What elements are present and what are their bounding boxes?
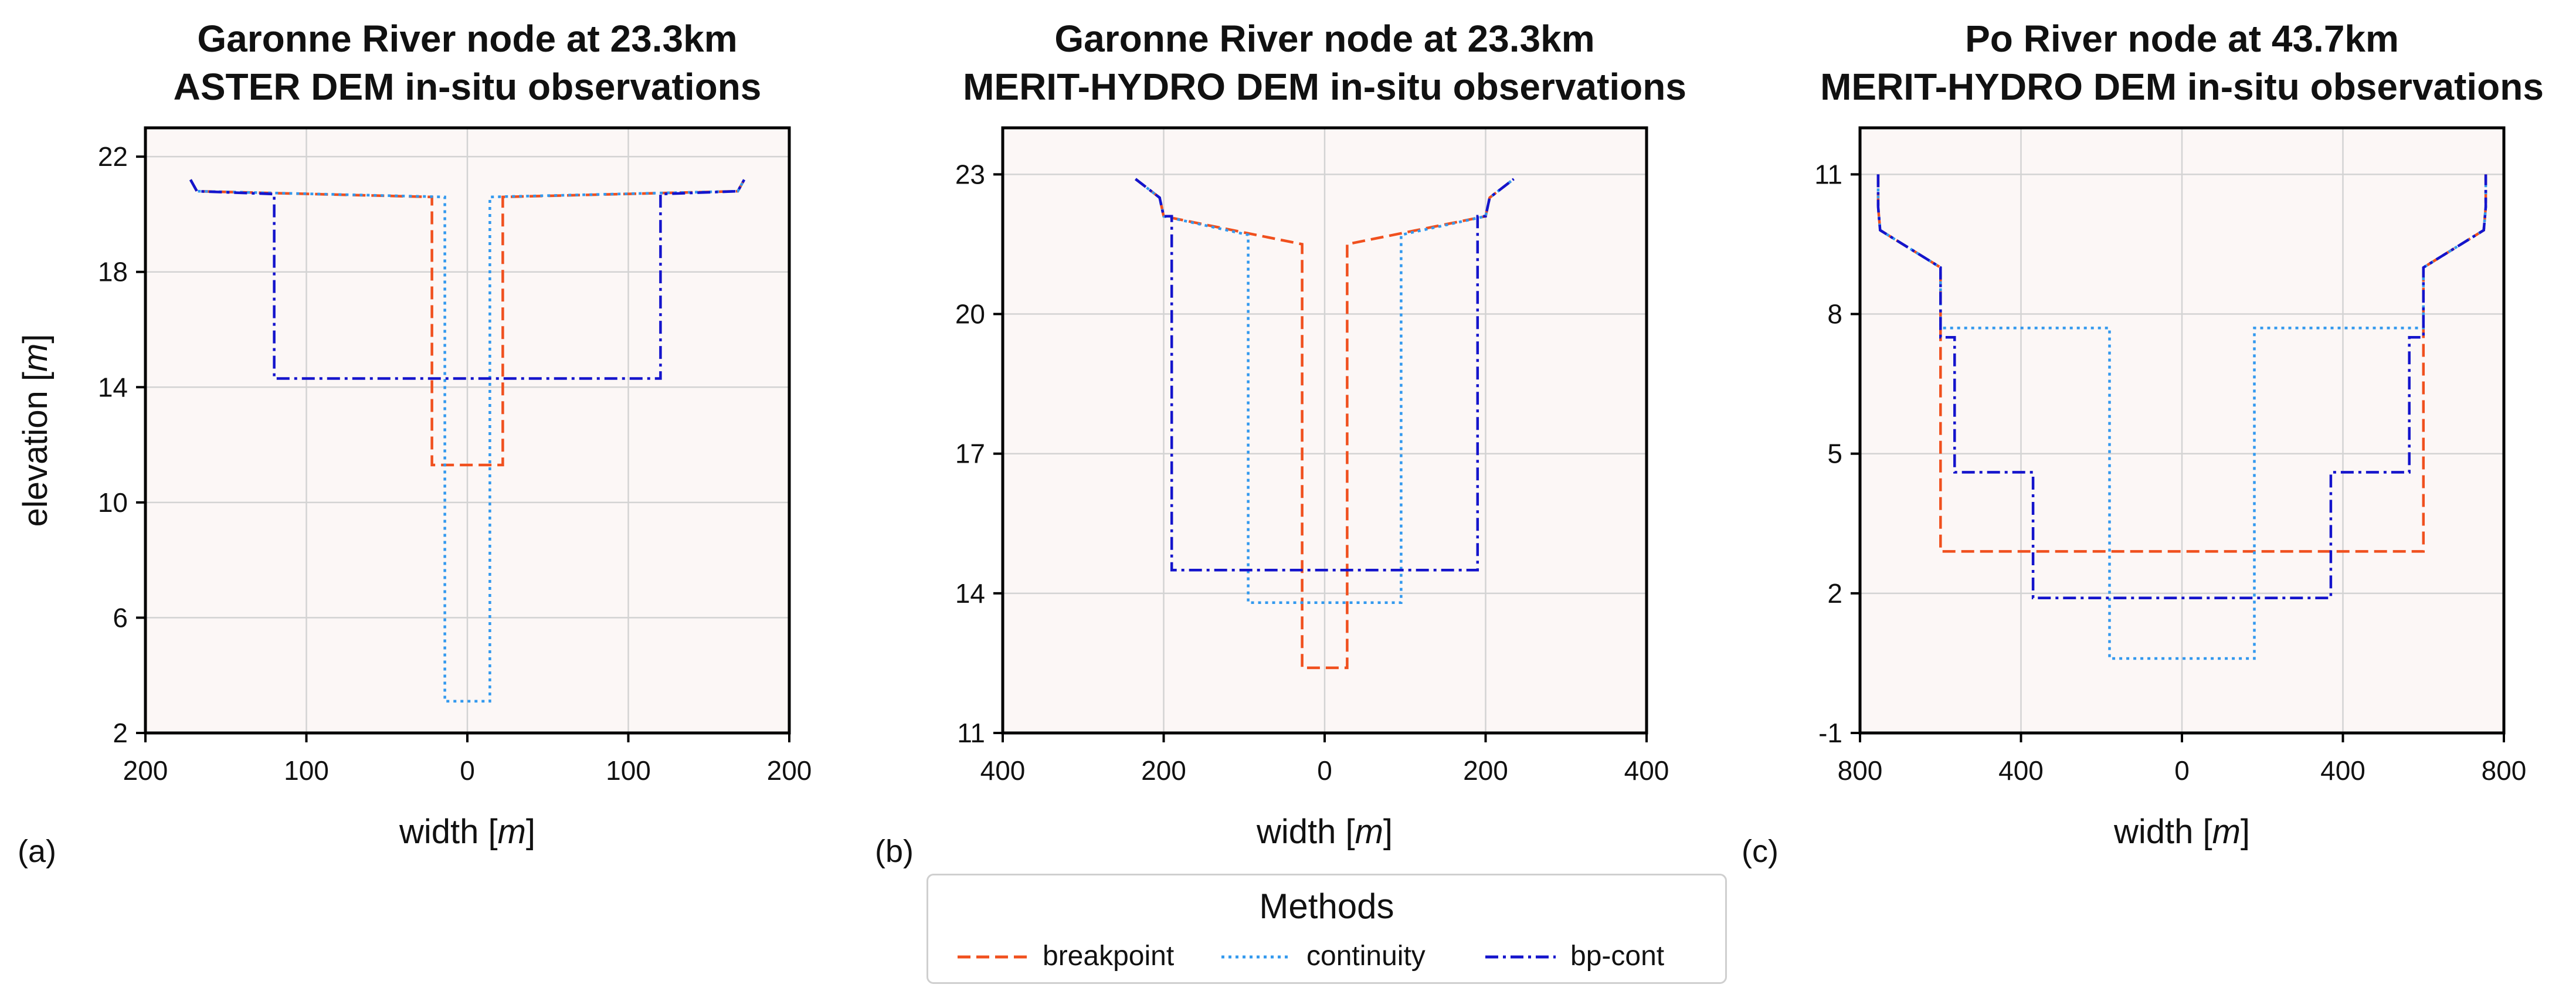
chart-title-line1: Garonne River node at 23.3km bbox=[1054, 18, 1594, 60]
y-tick-label: 6 bbox=[113, 602, 128, 633]
x-tick-label: 100 bbox=[284, 755, 329, 786]
x-tick-label: 400 bbox=[980, 755, 1026, 786]
x-tick-label: 200 bbox=[1141, 755, 1186, 786]
series-line-bp-cont bbox=[1135, 178, 1515, 572]
legend-entry-bp-cont: bp-cont bbox=[1482, 940, 1717, 975]
legend: Methods breakpoint continuity bp-cont bbox=[926, 874, 1727, 984]
x-axis-bracket: ] bbox=[1383, 813, 1393, 851]
y-tick-label: 8 bbox=[1827, 299, 1842, 330]
y-tick-label: 14 bbox=[98, 372, 128, 402]
x-tick-label: 400 bbox=[1624, 755, 1669, 786]
y-tick-label: 5 bbox=[1827, 439, 1842, 469]
x-axis-bracket: ] bbox=[2241, 813, 2250, 851]
legend-label-continuity: continuity bbox=[1306, 941, 1426, 972]
x-tick-label: 200 bbox=[123, 755, 168, 786]
y-tick-label: 18 bbox=[98, 257, 128, 287]
y-tick-label: 11 bbox=[957, 718, 985, 748]
y-tick-label: 2 bbox=[113, 718, 128, 748]
chart-title-line1: Garonne River node at 23.3km bbox=[197, 18, 737, 60]
x-tick-label: 0 bbox=[460, 755, 475, 786]
legend-swatch-breakpoint bbox=[958, 955, 1028, 959]
chart-title-line2: MERIT-HYDRO DEM in-situ observations bbox=[963, 66, 1686, 108]
chart-title-line1: Po River node at 43.7km bbox=[1965, 18, 2399, 60]
x-tick-label: 800 bbox=[2482, 755, 2527, 786]
y-tick-label: 22 bbox=[98, 141, 128, 172]
chart-panel-1: 200 100 0 100 200 2 6 10 14 18 22 Garonne River nod… bbox=[16, 18, 812, 869]
legend-entry-continuity: continuity bbox=[1219, 940, 1465, 975]
y-tick-label: 17 bbox=[955, 439, 985, 469]
panel-label: (b) bbox=[875, 834, 914, 869]
panel-label: (c) bbox=[1742, 834, 1779, 869]
legend-title: Methods bbox=[1259, 887, 1394, 926]
x-axis-unit: m bbox=[498, 813, 526, 851]
x-tick-label: 0 bbox=[2174, 755, 2190, 786]
x-axis-label: width [m] bbox=[399, 813, 535, 851]
x-tick-label: 0 bbox=[1317, 755, 1332, 786]
y-axis-label: elevation [m] bbox=[16, 334, 55, 527]
x-tick-label: 200 bbox=[767, 755, 812, 786]
chart-panel-2: 400 200 0 200 400 11 14 17 20 23 Garonne River nod… bbox=[875, 18, 1686, 869]
series-line-bp-cont bbox=[1876, 174, 2487, 600]
legend-label-bp-cont: bp-cont bbox=[1570, 941, 1665, 972]
y-axis-unit: m bbox=[16, 344, 55, 372]
x-axis-label: width [m] bbox=[2113, 813, 2250, 851]
x-axis-unit: m bbox=[1355, 813, 1383, 851]
y-tick-label: 20 bbox=[955, 299, 985, 330]
x-axis-bracket: ] bbox=[526, 813, 535, 851]
x-axis-label: width [m] bbox=[1256, 813, 1393, 851]
x-tick-label: 400 bbox=[1998, 755, 2044, 786]
x-tick-label: 200 bbox=[1463, 755, 1508, 786]
x-tick-label: 400 bbox=[2320, 755, 2365, 786]
legend-swatch-bp-cont bbox=[1485, 955, 1556, 959]
y-tick-label: 14 bbox=[955, 578, 985, 609]
y-axis-bracket: ] bbox=[16, 334, 55, 344]
y-tick-label: 10 bbox=[98, 487, 128, 518]
x-tick-label: 800 bbox=[1838, 755, 1883, 786]
chart-title-line2: ASTER DEM in-situ observations bbox=[174, 66, 762, 108]
y-tick-label: 23 bbox=[955, 159, 985, 189]
series-line-breakpoint bbox=[1135, 178, 1515, 670]
y-tick-label: 11 bbox=[1814, 159, 1842, 189]
panel-label: (a) bbox=[18, 834, 56, 869]
legend-swatch-continuity bbox=[1221, 955, 1292, 959]
y-tick-label: 2 bbox=[1827, 578, 1842, 609]
y-tick-label: -1 bbox=[1818, 718, 1842, 748]
legend-label-breakpoint: breakpoint bbox=[1043, 941, 1175, 972]
x-axis-unit: m bbox=[2212, 813, 2241, 851]
legend-entry-breakpoint: breakpoint bbox=[955, 940, 1201, 975]
chart-panel-3: 800 400 0 400 800 -1 2 5 8 11 Po River node at 43.… bbox=[1742, 18, 2544, 869]
series-line-bp-cont bbox=[189, 179, 746, 380]
chart-title-line2: MERIT-HYDRO DEM in-situ observations bbox=[1820, 66, 2544, 108]
x-tick-label: 100 bbox=[606, 755, 651, 786]
series-line-continuity bbox=[189, 179, 746, 703]
